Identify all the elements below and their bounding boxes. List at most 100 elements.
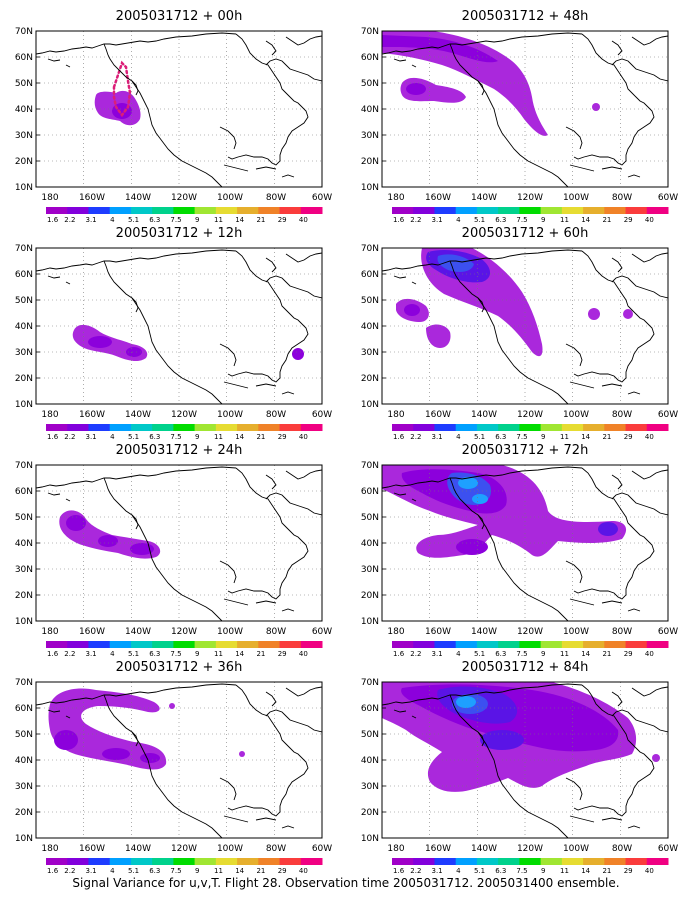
colorbar-label: 2.2 <box>64 433 75 441</box>
lon-tick-label: 100W <box>217 627 243 637</box>
lon-tick-label: 180 <box>41 193 58 203</box>
panel-title: 2005031712 + 12h <box>116 226 243 241</box>
lon-tick-label: 180 <box>41 410 58 420</box>
colorbar-swatch <box>173 424 196 431</box>
variance-shading <box>472 494 488 504</box>
variance-shading <box>102 748 130 760</box>
colorbar-label: 4 <box>456 216 461 224</box>
lat-tick-label: 40N <box>361 756 379 766</box>
colorbar-label: 6.3 <box>495 216 506 224</box>
colorbar-swatch <box>67 424 89 431</box>
colorbar-label: 21 <box>602 433 611 441</box>
variance-shading <box>292 348 304 360</box>
colorbar-swatch <box>237 858 259 865</box>
colorbar-swatch <box>194 858 217 865</box>
lat-tick-label: 40N <box>361 105 379 115</box>
colorbar-swatch <box>46 641 68 648</box>
colorbar-label: 5.1 <box>474 650 485 658</box>
colorbar-swatch <box>604 641 627 648</box>
colorbar-swatch <box>109 858 132 865</box>
colorbar-swatch <box>434 424 457 431</box>
colorbar: 1.6 2.2 3.1 4 5.1 6.3 7.5 9 11 14 21 29 40 <box>392 641 669 658</box>
colorbar-label: 3.1 <box>86 433 97 441</box>
variance-shading <box>98 535 118 547</box>
panel-title: 2005031712 + 00h <box>116 9 243 24</box>
colorbar-label: 40 <box>645 216 654 224</box>
colorbar-swatch <box>455 641 478 648</box>
lon-tick-label: 100W <box>217 410 243 420</box>
colorbar-label: 1.6 <box>47 433 59 441</box>
colorbar-label: 14 <box>581 867 590 875</box>
map-area <box>382 31 668 187</box>
colorbar-label: 11 <box>560 433 569 441</box>
colorbar-swatch <box>173 858 196 865</box>
colorbar-label: 21 <box>602 216 611 224</box>
colorbar-label: 5.1 <box>128 867 139 875</box>
lat-tick-label: 30N <box>15 348 33 358</box>
map-panel-60h: 2005031712 + 60h 70N 60N 50N 40N 30N 20N 10N 180… <box>361 226 678 441</box>
colorbar-label: 14 <box>235 867 244 875</box>
colorbar-label: 11 <box>214 216 223 224</box>
colorbar-swatch <box>540 858 563 865</box>
colorbar-swatch <box>279 424 302 431</box>
colorbar-swatch <box>583 424 605 431</box>
colorbar: 1.6 2.2 3.1 4 5.1 6.3 7.5 9 11 14 21 29 40 <box>392 207 669 224</box>
lat-tick-label: 50N <box>361 79 379 89</box>
colorbar-label: 4 <box>110 433 115 441</box>
lon-tick-label: 120W <box>517 410 543 420</box>
lon-tick-label: 160W <box>79 844 105 854</box>
colorbar-label: 11 <box>214 867 223 875</box>
variance-shading <box>426 324 451 348</box>
lat-tick-label: 10N <box>361 400 379 410</box>
colorbar-swatch <box>215 641 238 648</box>
lon-tick-label: 80W <box>266 410 286 420</box>
colorbar-label: 3.1 <box>86 650 97 658</box>
lon-tick-label: 80W <box>612 627 632 637</box>
colorbar-label: 40 <box>299 216 308 224</box>
panel-title: 2005031712 + 60h <box>462 226 589 241</box>
colorbar-label: 6.3 <box>495 433 506 441</box>
colorbar-label: 1.6 <box>393 216 405 224</box>
lat-tick-label: 70N <box>15 27 33 37</box>
colorbar-label: 9 <box>195 216 199 224</box>
colorbar-swatch <box>46 858 68 865</box>
colorbar-label: 3.1 <box>86 867 97 875</box>
colorbar-swatch <box>258 858 281 865</box>
colorbar-swatch <box>561 207 584 214</box>
colorbar-swatch <box>604 858 627 865</box>
lon-tick-label: 180 <box>387 844 404 854</box>
variance-shading <box>652 754 660 762</box>
colorbar-label: 40 <box>299 433 308 441</box>
lat-tick-label: 10N <box>361 834 379 844</box>
colorbar-swatch <box>646 207 669 214</box>
variance-shading <box>406 83 426 95</box>
colorbar-label: 5.1 <box>474 216 485 224</box>
colorbar-label: 2.2 <box>410 650 421 658</box>
variance-shading <box>48 688 167 770</box>
colorbar-label: 40 <box>645 650 654 658</box>
colorbar-swatch <box>152 641 174 648</box>
lon-tick-label: 100W <box>217 193 243 203</box>
colorbar-label: 1.6 <box>393 650 405 658</box>
lat-tick-label: 10N <box>15 617 33 627</box>
lon-tick-label: 140W <box>471 193 497 203</box>
lon-tick-label: 120W <box>517 193 543 203</box>
lat-tick-label: 20N <box>361 374 379 384</box>
colorbar-swatch <box>625 858 648 865</box>
lon-tick-label: 100W <box>217 844 243 854</box>
variance-shading <box>437 254 474 272</box>
lat-tick-label: 60N <box>361 704 379 714</box>
colorbar-swatch <box>237 207 259 214</box>
colorbar-label: 6.3 <box>149 216 160 224</box>
colorbar-label: 40 <box>299 650 308 658</box>
variance-shading <box>169 703 175 709</box>
lat-tick-label: 50N <box>361 296 379 306</box>
lat-tick-label: 50N <box>15 513 33 523</box>
colorbar-label: 1.6 <box>47 650 59 658</box>
lat-tick-label: 10N <box>15 400 33 410</box>
panel-title: 2005031712 + 36h <box>116 660 243 675</box>
lon-tick-label: 160W <box>425 410 451 420</box>
flight-track <box>112 60 132 118</box>
colorbar-label: 7.5 <box>170 433 181 441</box>
lon-tick-label: 140W <box>471 627 497 637</box>
